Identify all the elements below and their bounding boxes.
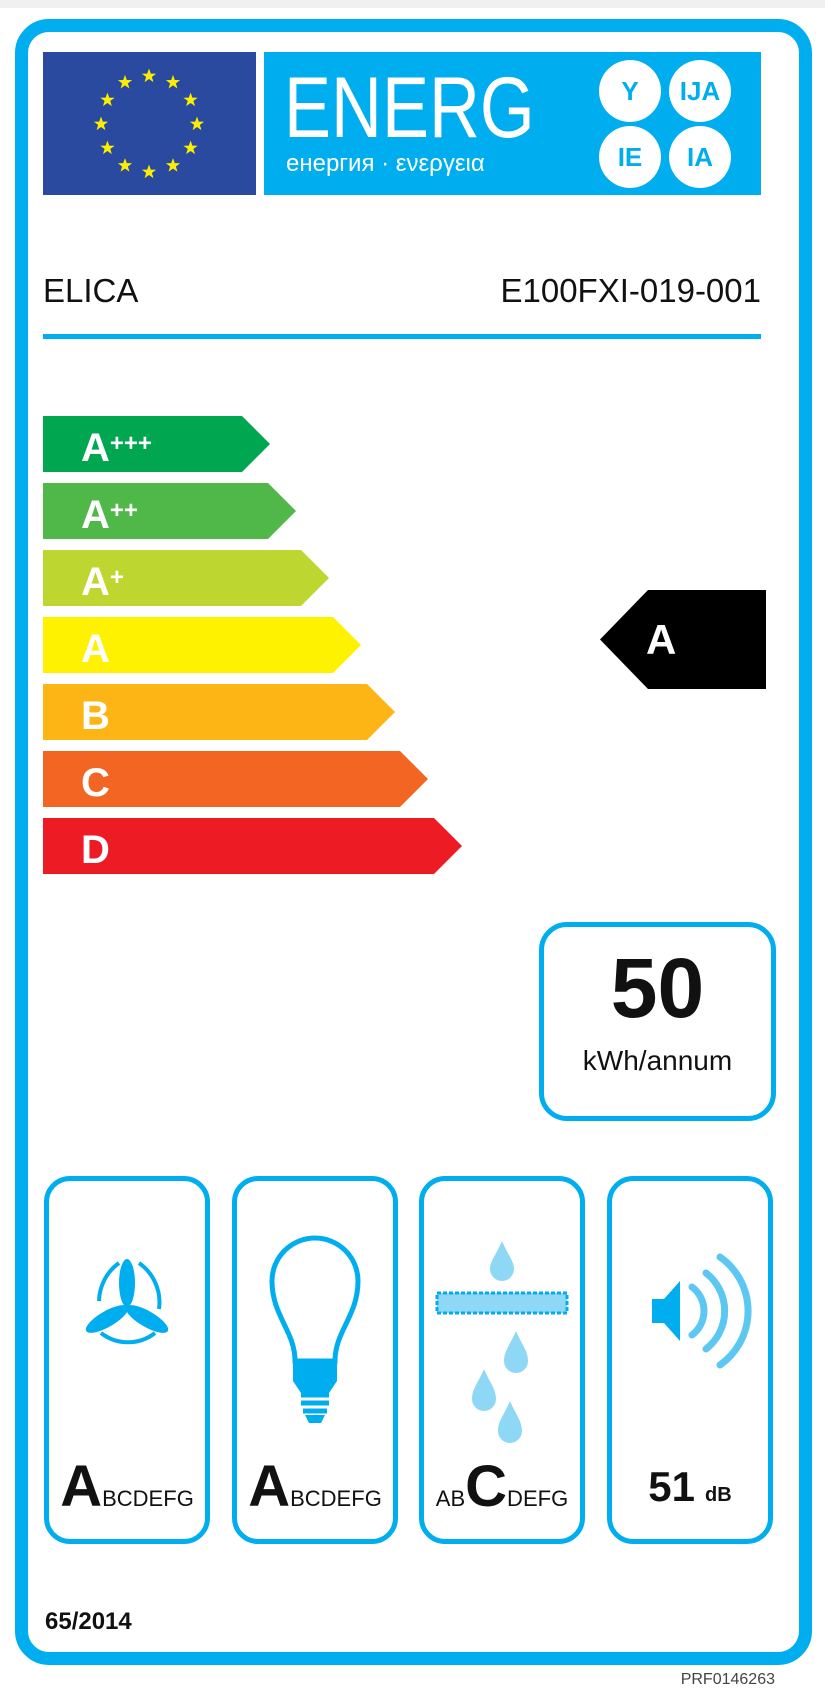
noise-box: 51 dB [607,1176,773,1544]
noise-level: 51 dB [612,1463,768,1511]
light-bulb-icon [269,1235,361,1423]
scale-letter: D [132,1486,149,1511]
scale-letter: E [148,1486,164,1511]
star [165,158,181,172]
rating-scale: ABCDEFG [237,1453,393,1520]
scale-letter: C [465,1454,508,1519]
scale-letter: B [102,1486,117,1511]
energy-class-arrow: B [43,684,395,740]
energy-class-arrow: D [43,818,462,874]
consumption-box: 50 kWh/annum [539,922,776,1121]
scale-letter: G [551,1486,569,1511]
star [189,116,205,131]
scale-letter: C [304,1486,321,1511]
star [117,74,133,89]
scale-letter: E [336,1486,352,1511]
energy-subtitle: енергия · ενεργεια [286,150,485,177]
scale-letter: D [320,1486,337,1511]
class-letter: A [81,627,110,671]
scale-letter: A [60,1454,103,1519]
regulation-number: 65/2014 [45,1608,132,1635]
suffix-badge: IA [669,126,731,188]
star [117,158,133,172]
class-letter: D [81,828,110,872]
class-letter: A [81,560,110,604]
energy-header: ENERG енергия · ενεργεια Y IJA IE IA [264,52,761,195]
star [100,92,115,107]
scale-letter: A [248,1454,291,1519]
eu-stars-icon [93,68,205,179]
energy-class-arrow: C [43,751,428,807]
fan-icon [85,1259,169,1345]
label-frame [15,19,812,1665]
star [93,116,109,131]
class-letter: A [81,493,110,537]
lighting-box: ABCDEFG [232,1176,398,1544]
speaker-icon [652,1253,752,1369]
energy-class-arrow: A++ [43,483,296,539]
suffix-badge: Y [599,60,661,122]
scale-letter: C [116,1486,133,1511]
scale-letter: A [435,1486,451,1511]
rating-scale: ABCDEFG [49,1453,205,1520]
rating-scale: ABCDEFG [424,1453,580,1520]
class-plus: +++ [109,430,152,457]
star [141,164,157,179]
eu-flag-logo [43,52,256,195]
scale-letter: G [364,1486,382,1511]
noise-value: 51 [648,1463,696,1510]
star [183,140,198,155]
grease-filter-icon [435,1241,569,1443]
suffix-badge: IJA [669,60,731,122]
consumption-unit: kWh/annum [582,1045,733,1076]
label-code: PRF0146263 [680,1671,775,1688]
star [141,68,157,83]
energy-word: ENERG [284,60,535,156]
scale-letter: F [163,1486,177,1511]
fluid-dynamic-box: ABCDEFG [44,1176,210,1544]
model-identifier: E100FXI-019-001 [500,272,761,309]
scale-letter: F [351,1486,365,1511]
scale-letter: D [507,1486,523,1511]
scale-letter: B [450,1486,466,1511]
star [183,92,198,107]
energy-class-arrow: A+ [43,550,329,606]
grease-filtering-box: ABCDEFG [419,1176,585,1544]
class-letter: B [81,694,110,738]
top-strip [0,0,825,8]
energy-class-arrow: A+++ [43,416,270,472]
divider [43,334,761,339]
star [100,140,115,155]
energy-class-arrow: A [43,617,361,673]
star [165,74,181,89]
class-letter: A [81,426,110,470]
class-plus: + [109,564,124,591]
class-letter: C [81,761,110,805]
supplier-name: ELICA [43,272,139,309]
class-plus: ++ [109,497,138,524]
scale-letter: G [176,1486,194,1511]
scale-letter: F [537,1486,552,1511]
noise-unit: dB [705,1484,732,1506]
consumption-value: 50 [610,941,705,1035]
suffix-badge: IE [599,126,661,188]
scale-letter: E [522,1486,538,1511]
scale-letter: B [290,1486,305,1511]
